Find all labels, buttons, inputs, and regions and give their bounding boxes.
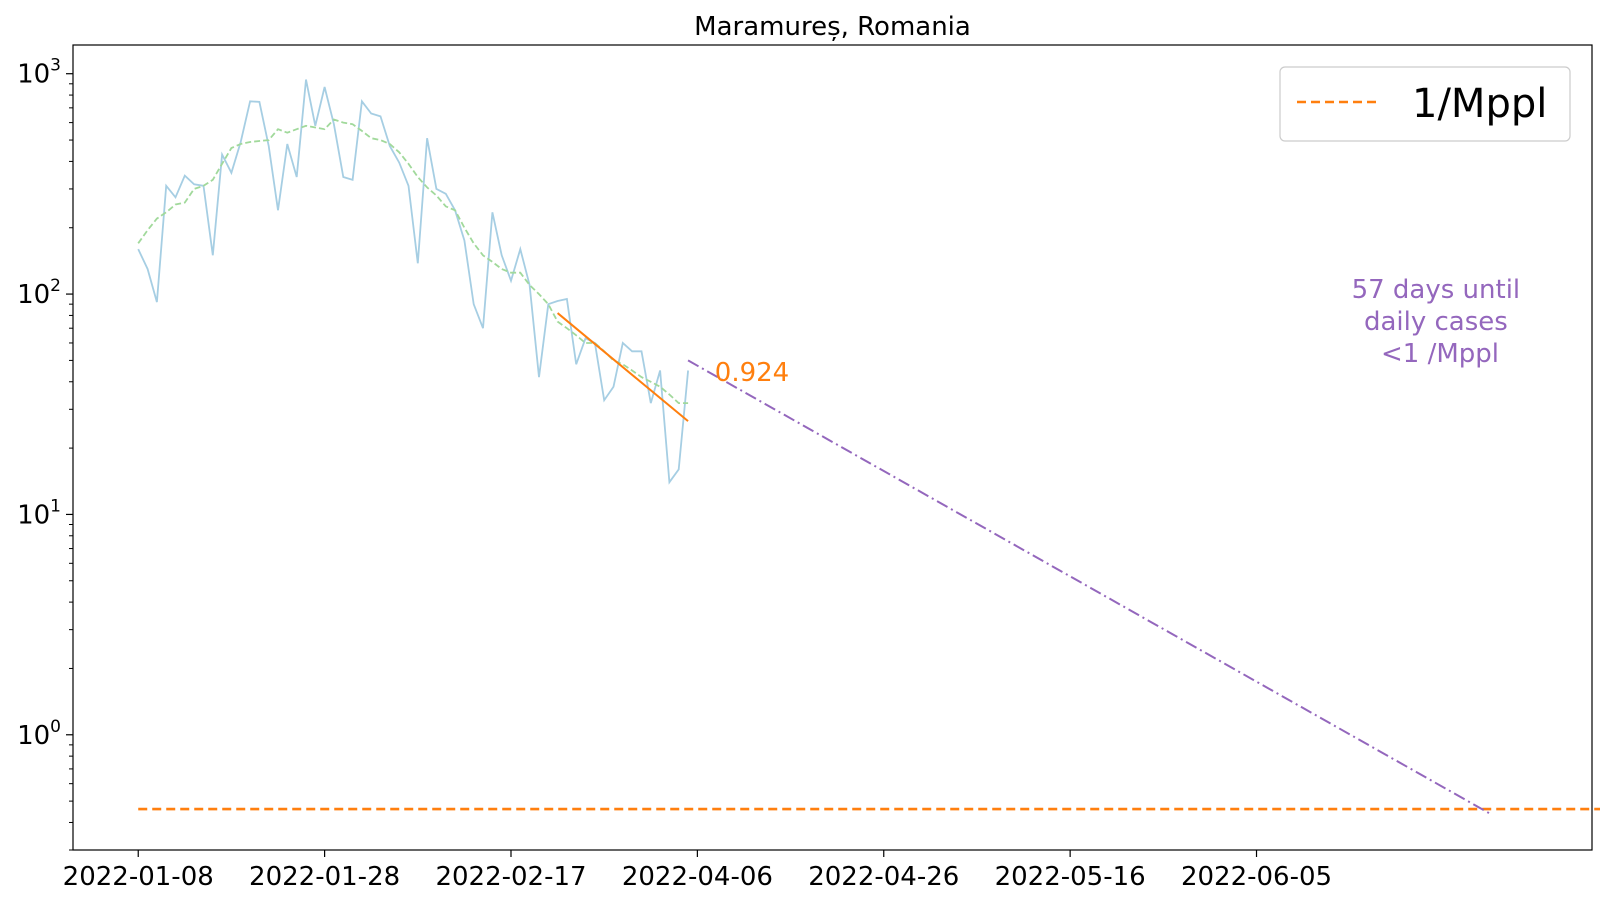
x-tick-label: 2022-01-08 — [63, 862, 214, 892]
series-layer — [137, 79, 1600, 815]
x-tick-label: 2022-04-06 — [622, 862, 773, 892]
plot-frame — [72, 44, 1593, 851]
chart-title: Maramureș, Romania — [694, 12, 971, 42]
y-tick-label: 102 — [17, 276, 61, 310]
fit-rate-label: 0.924 — [715, 358, 789, 388]
legend-box — [1279, 66, 1571, 142]
projection-line — [687, 359, 1490, 815]
projection-annotation-line: <1 /Mppl — [1381, 339, 1499, 369]
y-tick-label: 103 — [17, 56, 61, 90]
y-axis: 100 101 102 103 — [17, 56, 73, 851]
x-tick-label: 2022-06-05 — [1181, 862, 1332, 892]
fit-line — [556, 312, 689, 422]
x-axis: 2022-01-08 2022-01-28 2022-02-17 2022-04-06… — [63, 850, 1332, 892]
projection-annotation-line: 57 days until — [1352, 275, 1521, 305]
projection-annotation: 57 days until daily cases <1 /Mppl — [1352, 275, 1529, 369]
x-tick-label: 2022-05-16 — [995, 862, 1146, 892]
y-tick-label: 101 — [17, 496, 61, 530]
projection-annotation-line: daily cases — [1364, 307, 1508, 337]
x-tick-label: 2022-04-26 — [808, 862, 959, 892]
x-tick-label: 2022-01-28 — [249, 862, 400, 892]
legend-label: 1/Mppl — [1412, 81, 1547, 127]
daily-cases-line — [137, 79, 689, 485]
legend: 1/Mppl — [1279, 66, 1571, 142]
x-tick-label: 2022-02-17 — [435, 862, 586, 892]
y-tick-label: 100 — [17, 717, 61, 751]
